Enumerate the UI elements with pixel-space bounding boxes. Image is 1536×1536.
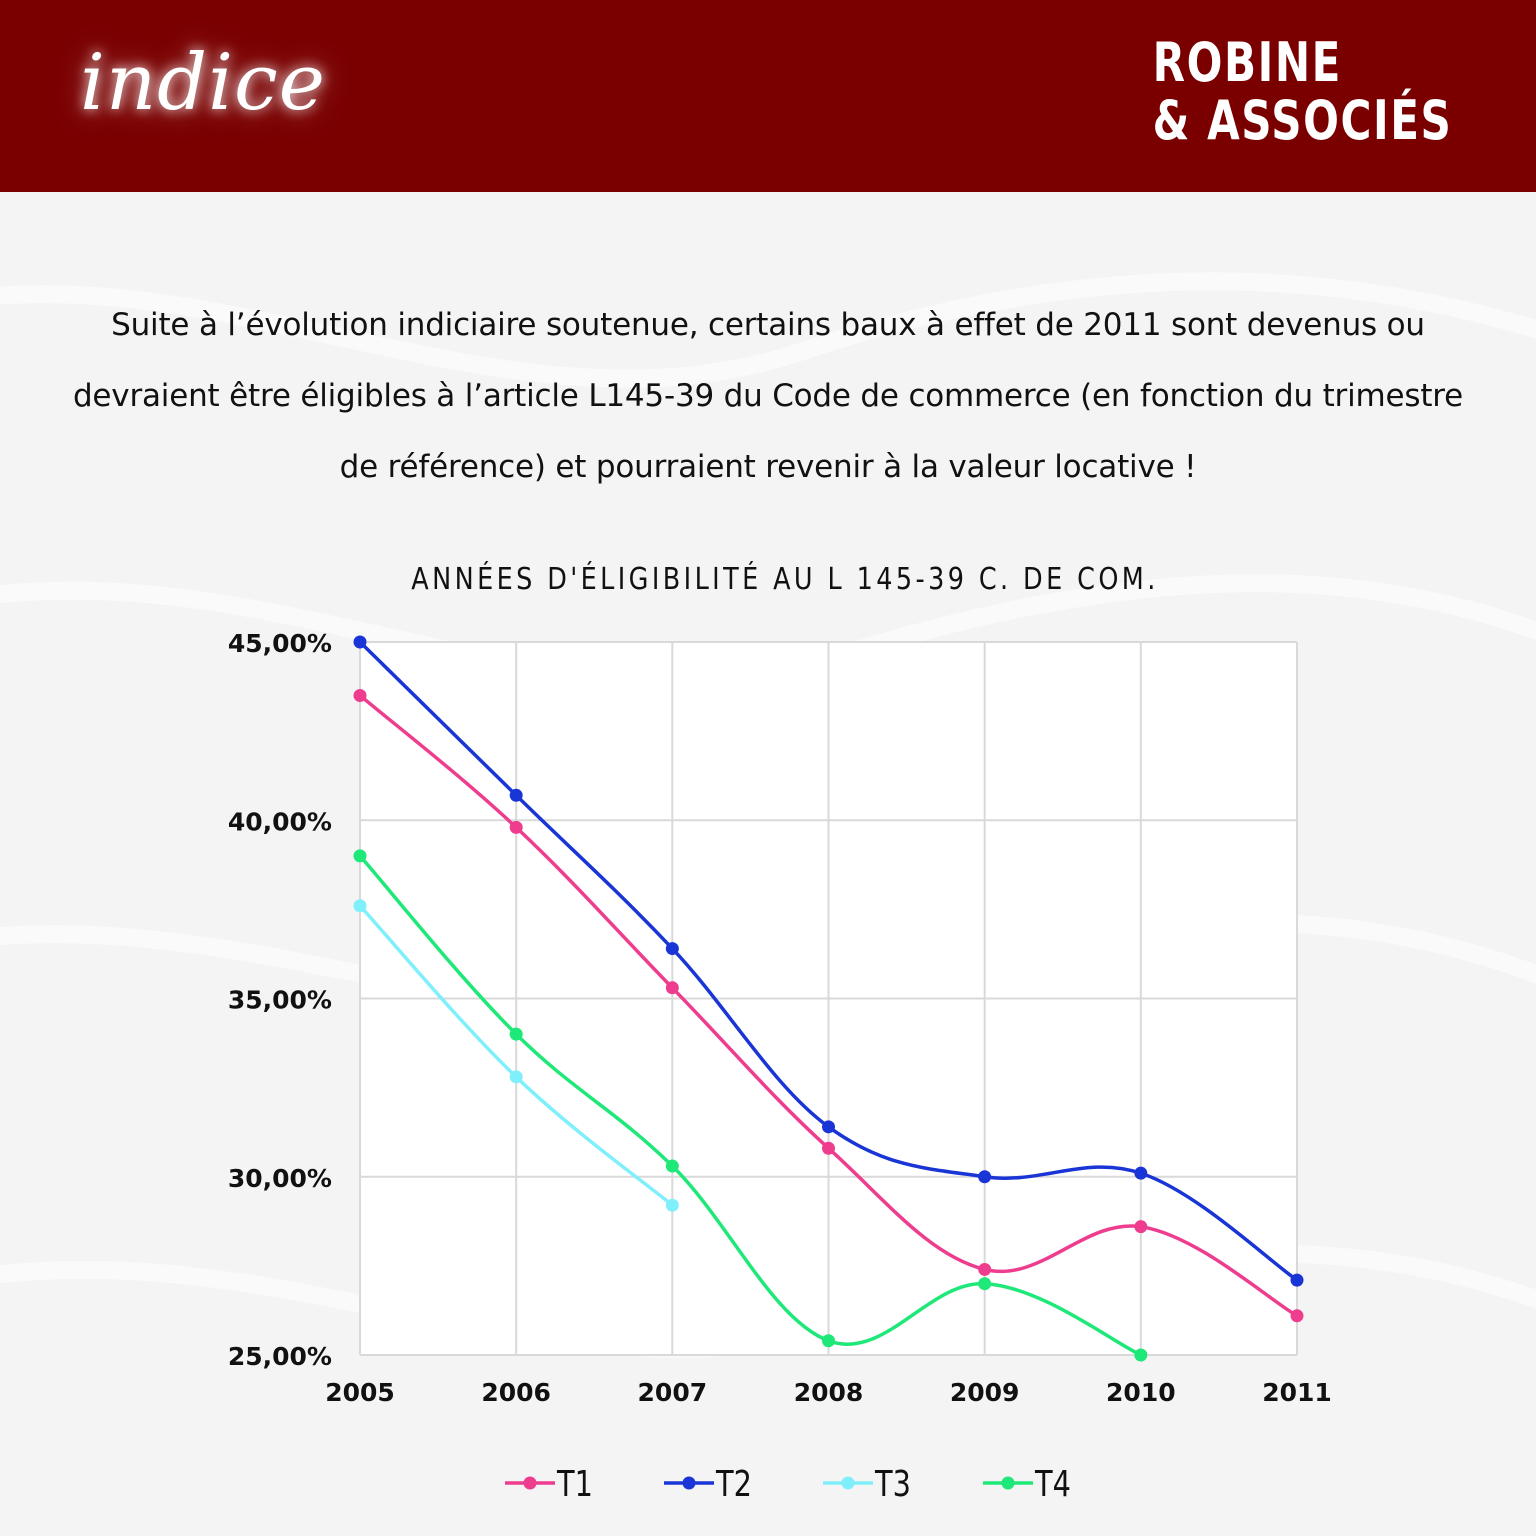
data-point-T4 <box>978 1277 992 1291</box>
data-point-T2 <box>1290 1273 1304 1287</box>
data-point-T3 <box>509 1070 523 1084</box>
chart-grid <box>359 641 1298 1356</box>
data-point-T4 <box>822 1334 835 1348</box>
data-point-T4 <box>1134 1348 1148 1362</box>
chart-title: ANNÉES D'ÉLIGIBILITÉ AU L 145-39 C. DE C… <box>411 562 1159 597</box>
data-point-T2 <box>665 942 679 956</box>
y-tick-label: 45,00% <box>228 629 332 658</box>
brand-logo: ROBINE & ASSOCIÉS <box>1152 34 1452 150</box>
legend-label: T2 <box>715 1463 752 1505</box>
series-T2 <box>353 635 1304 1287</box>
x-tick-label: 2008 <box>794 1378 864 1407</box>
legend-item-T3: T3 <box>823 1463 911 1505</box>
legend-item-T4: T4 <box>983 1463 1071 1505</box>
data-point-T4 <box>353 849 367 863</box>
data-point-T2 <box>822 1120 835 1134</box>
x-tick-label: 2009 <box>950 1378 1020 1407</box>
legend-marker <box>523 1476 537 1490</box>
data-point-T1 <box>1134 1220 1148 1234</box>
data-point-T4 <box>509 1027 523 1041</box>
data-point-T4 <box>665 1159 679 1173</box>
data-point-T2 <box>978 1170 992 1184</box>
data-point-T3 <box>353 899 367 913</box>
legend-label: T4 <box>1034 1463 1071 1505</box>
line-chart: 25,00%30,00%35,00%40,00%45,00% 2005 2006 2… <box>228 629 1332 1505</box>
data-point-T1 <box>822 1141 835 1155</box>
data-point-T1 <box>978 1262 992 1276</box>
legend-marker <box>1001 1476 1015 1490</box>
legend-marker <box>682 1476 696 1490</box>
intro-paragraph: Suite à l’évolution indiciaire soutenue,… <box>72 307 1464 485</box>
chart-series <box>353 635 1304 1362</box>
y-tick-label: 25,00% <box>228 1342 332 1371</box>
indice-logo: indice <box>80 38 326 128</box>
y-tick-label: 40,00% <box>228 807 332 836</box>
brand-line-1: ROBINE <box>1152 31 1342 94</box>
legend-marker <box>841 1476 855 1490</box>
header-banner: indice ROBINE & ASSOCIÉS <box>0 0 1536 192</box>
data-point-T1 <box>509 820 523 834</box>
series-T4 <box>353 849 1148 1362</box>
x-tick-label: 2011 <box>1262 1378 1332 1407</box>
x-axis-ticks: 2005 2006 2007 2008 2009 2010 2011 <box>325 1378 1332 1407</box>
data-point-T2 <box>1134 1166 1148 1180</box>
x-tick-label: 2007 <box>638 1378 708 1407</box>
legend-label: T1 <box>556 1463 593 1505</box>
data-point-T1 <box>665 981 679 995</box>
series-T3 <box>353 899 679 1212</box>
series-line-T4 <box>358 854 1142 1357</box>
legend-item-T2: T2 <box>664 1463 752 1505</box>
y-tick-label: 35,00% <box>228 986 332 1015</box>
legend-label: T3 <box>874 1463 911 1505</box>
x-tick-label: 2005 <box>325 1378 395 1407</box>
data-point-T2 <box>509 788 523 802</box>
data-point-T3 <box>665 1198 679 1212</box>
y-axis-ticks: 25,00% 30,00% 35,00% 40,00% 45,00% <box>228 629 332 1371</box>
data-point-T2 <box>353 635 367 649</box>
data-point-T1 <box>1290 1309 1304 1323</box>
legend-item-T1: T1 <box>505 1463 593 1505</box>
series-T1 <box>353 688 1304 1323</box>
chart-legend: T1 T2 T3 T4 <box>505 1463 1071 1505</box>
data-point-T1 <box>353 688 367 702</box>
x-tick-label: 2006 <box>481 1378 551 1407</box>
brand-line-2: & ASSOCIÉS <box>1152 89 1452 152</box>
y-tick-label: 30,00% <box>228 1164 332 1193</box>
x-tick-label: 2010 <box>1106 1378 1176 1407</box>
